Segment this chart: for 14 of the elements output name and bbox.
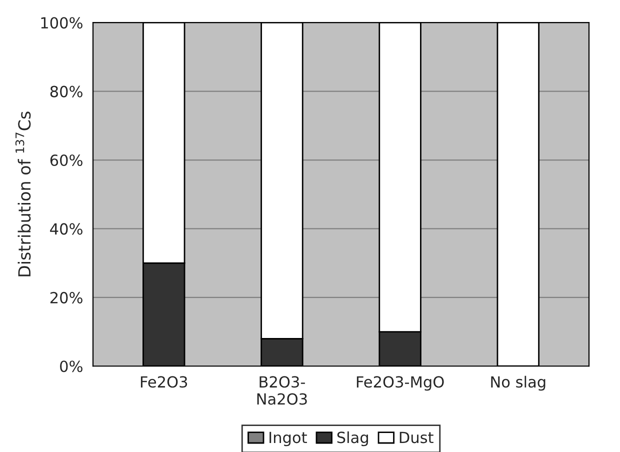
y-tick-label: 40% [50,223,82,235]
x-tick-label: Fe2O3-MgO [356,376,444,391]
y-tick-label: 100% [41,17,82,29]
y-tick-label: 80% [50,86,82,98]
y-tick-label: 60% [50,154,82,166]
y-tick-label: 20% [50,292,82,304]
x-tick-label: B2O3- Na2O3 [257,376,307,405]
legend-label: Slag [337,431,368,446]
y-tick-label: 0% [60,360,82,372]
x-tick-label: Fe2O3 [140,376,188,388]
x-tick-label: No slag [491,376,546,391]
legend-label: Dust [400,432,434,444]
legend-label: Ingot [270,432,307,446]
y-axis-title: Distribution of $^{137}$Cs [15,112,31,276]
